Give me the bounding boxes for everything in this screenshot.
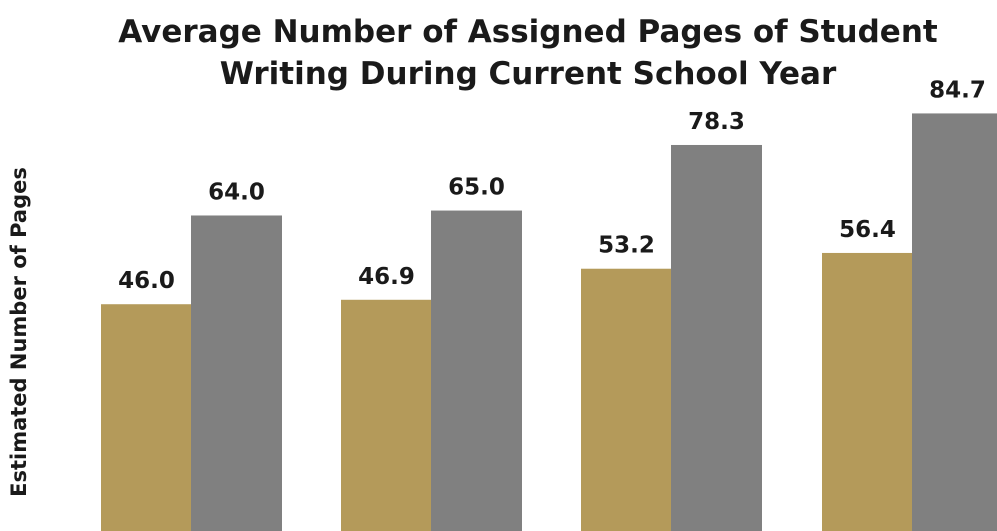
bar-series-1-group-1 bbox=[101, 304, 192, 531]
data-label-series-2-group-3: 78.3 bbox=[688, 109, 745, 135]
bar-series-2-group-1 bbox=[191, 215, 282, 531]
data-label-series-2-group-2: 65.0 bbox=[448, 175, 505, 201]
chart-title-line-2: Writing During Current School Year bbox=[220, 56, 837, 92]
data-label-series-2-group-4: 84.7 bbox=[929, 77, 986, 103]
y-axis-label: Estimated Number of Pages bbox=[7, 167, 31, 497]
bars-group bbox=[101, 113, 997, 531]
data-label-series-1-group-2: 46.9 bbox=[358, 264, 415, 290]
bar-series-1-group-4 bbox=[822, 252, 913, 531]
data-label-series-1-group-4: 56.4 bbox=[839, 217, 896, 243]
bar-series-2-group-3 bbox=[671, 144, 762, 531]
bar-series-1-group-3 bbox=[581, 268, 672, 531]
data-label-series-2-group-1: 64.0 bbox=[208, 179, 265, 205]
data-label-series-1-group-1: 46.0 bbox=[118, 268, 175, 294]
bar-series-2-group-4 bbox=[912, 113, 997, 531]
bar-series-2-group-2 bbox=[431, 210, 522, 531]
data-labels-group: 46.0 46.9 53.2 56.4 64.0 65.0 78.3 84.7 bbox=[118, 77, 986, 294]
bar-series-1-group-2 bbox=[341, 299, 432, 531]
data-label-series-1-group-3: 53.2 bbox=[598, 233, 655, 259]
chart-title-line-1: Average Number of Assigned Pages of Stud… bbox=[118, 14, 938, 50]
